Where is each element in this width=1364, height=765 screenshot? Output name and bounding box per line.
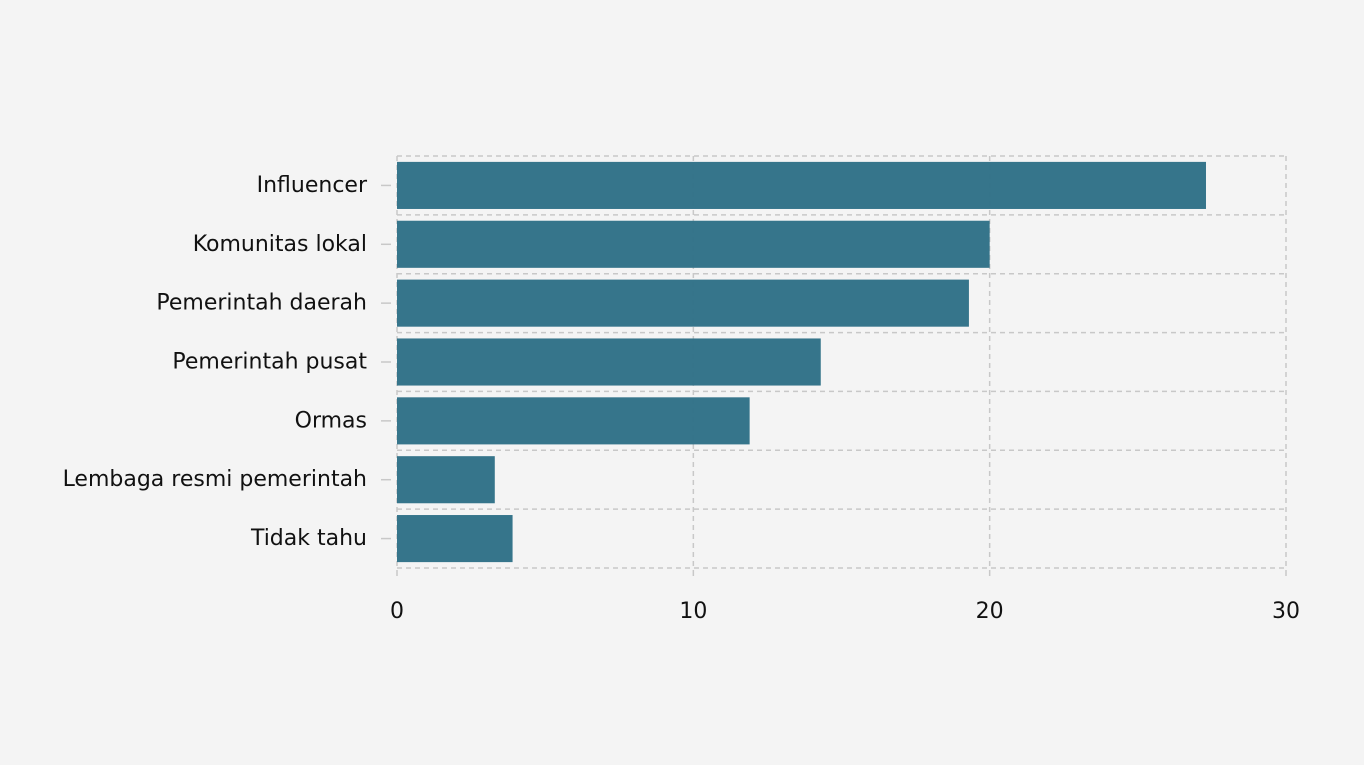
bar bbox=[397, 338, 821, 386]
x-tick-label: 20 bbox=[976, 599, 1004, 624]
x-tick-label: 10 bbox=[679, 599, 707, 624]
grid-layer bbox=[396, 155, 1287, 569]
category-label: Influencer bbox=[257, 173, 368, 198]
category-label: Tidak tahu bbox=[250, 526, 367, 551]
category-label: Komunitas lokal bbox=[193, 232, 367, 257]
bar bbox=[397, 279, 969, 327]
x-tick-label: 30 bbox=[1272, 599, 1300, 624]
category-label: Ormas bbox=[295, 408, 367, 433]
x-tick-label: 0 bbox=[390, 599, 404, 624]
category-label: Pemerintah daerah bbox=[156, 291, 367, 316]
bar bbox=[397, 161, 1206, 209]
bar bbox=[397, 397, 750, 445]
bar bbox=[397, 456, 495, 504]
bar bbox=[397, 220, 990, 268]
bar bbox=[397, 515, 513, 563]
category-label: Lembaga resmi pemerintah bbox=[63, 467, 367, 492]
x-axis-ticks: 0 10 20 30 bbox=[390, 570, 1300, 624]
category-label: Pemerintah pusat bbox=[172, 350, 367, 375]
bars-layer bbox=[397, 161, 1206, 563]
category-labels: Influencer Komunitas lokal Pemerintah daer… bbox=[63, 173, 391, 551]
